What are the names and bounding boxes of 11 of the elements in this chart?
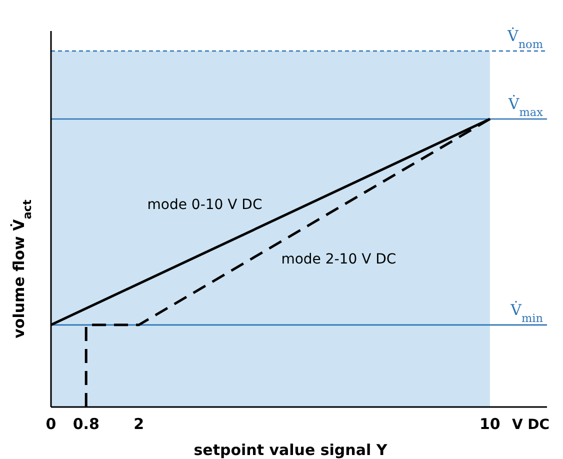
ref-line-label: V̇$_{min}$ <box>510 300 543 324</box>
x-axis-title: setpoint value signal Y <box>194 441 388 459</box>
x-tick-label: 0 <box>46 415 56 433</box>
x-tick-label: 0.8 <box>72 415 100 433</box>
series-label: mode 2-10 V DC <box>281 252 396 268</box>
text: V DC <box>512 417 550 433</box>
series-label: mode 0-10 V DC <box>147 196 262 213</box>
x-tick-label: 10 <box>480 415 500 433</box>
x-tick-label: 2 <box>134 415 144 433</box>
ref-line-label: V̇$_{nom}$ <box>506 26 544 50</box>
ref-line-label: V̇$_{max}$ <box>507 94 544 118</box>
